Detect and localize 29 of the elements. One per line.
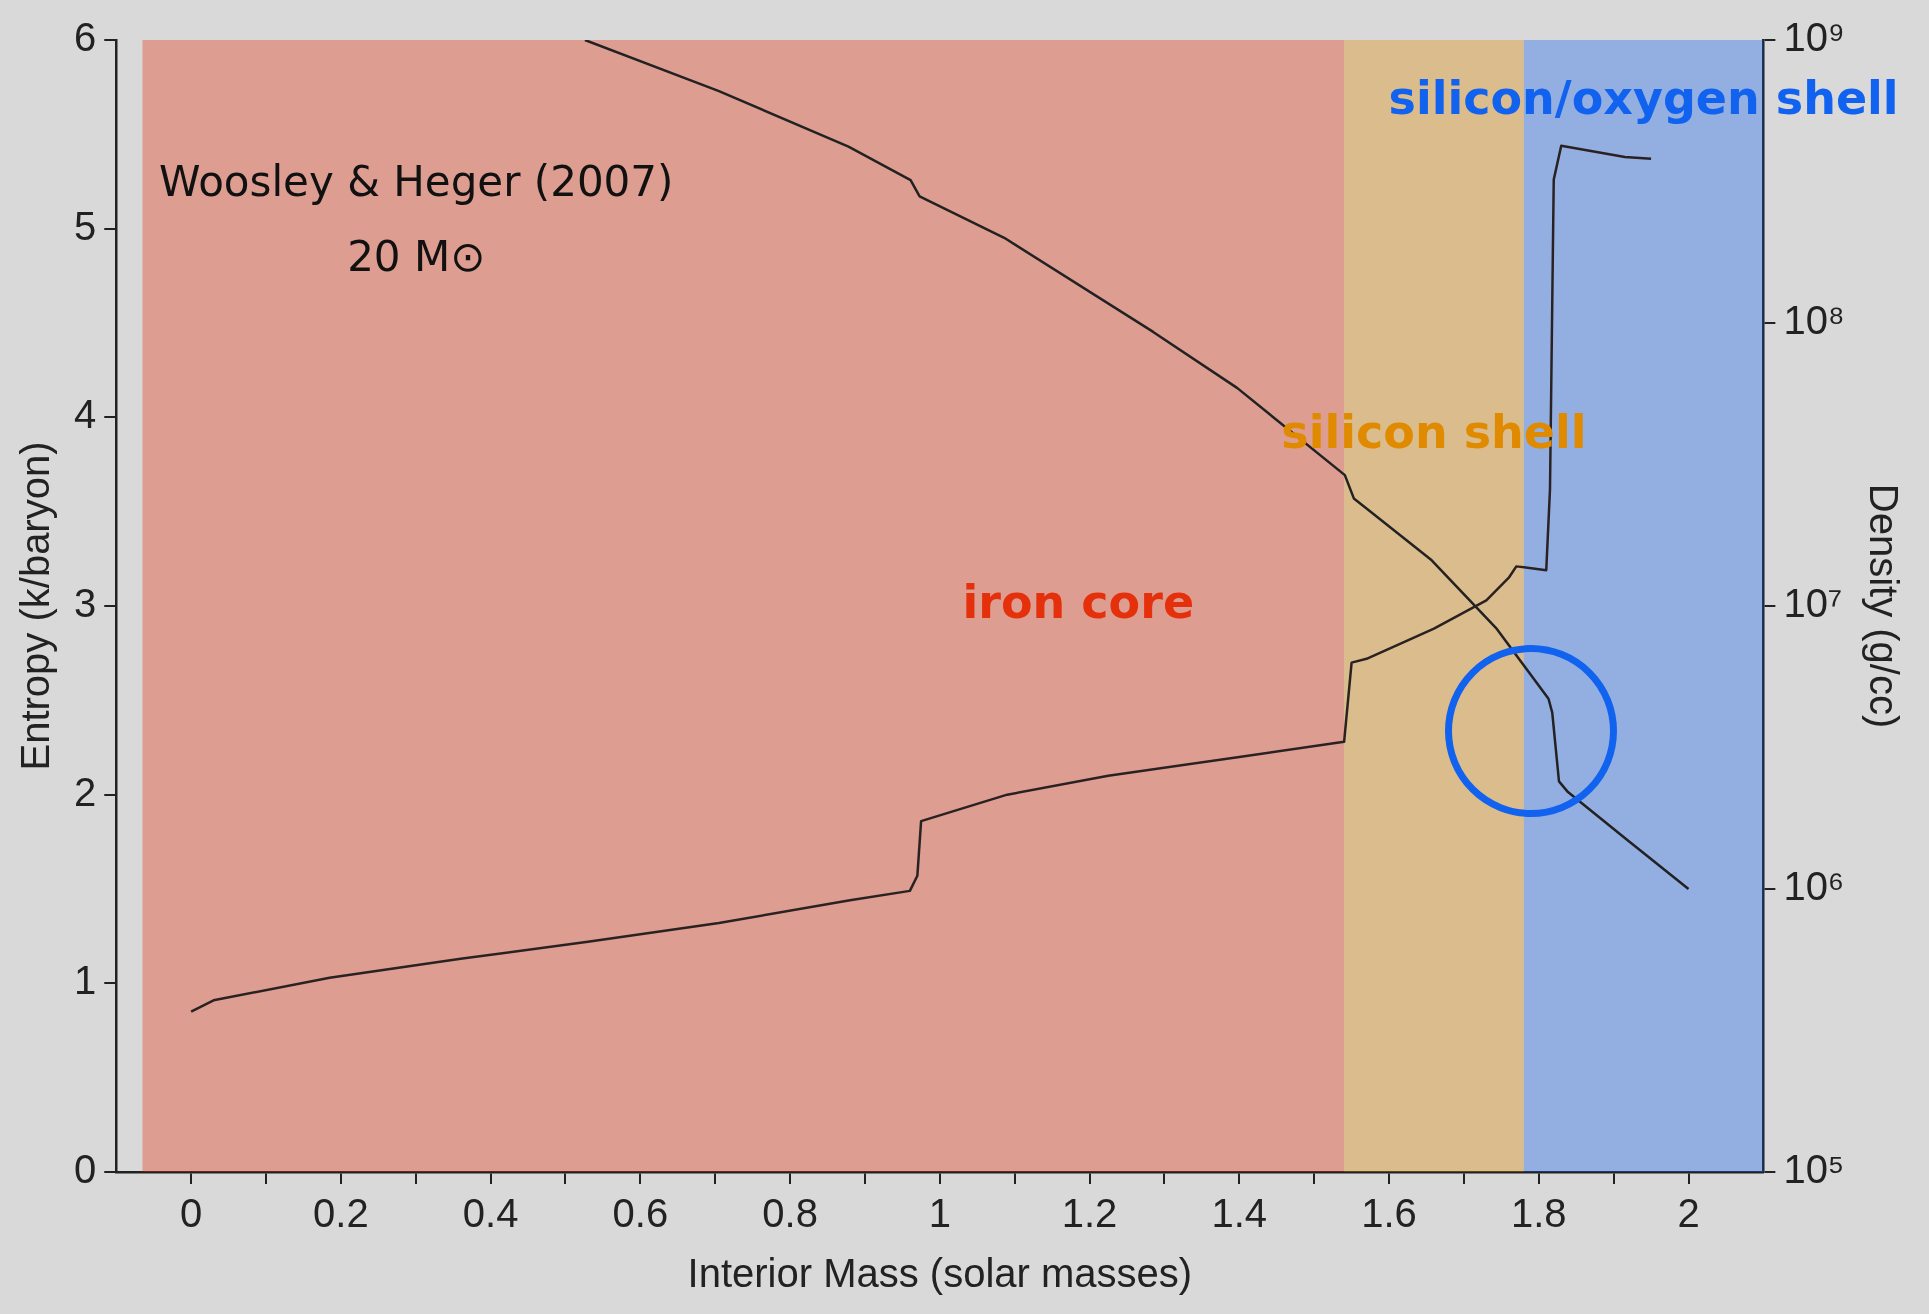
- y-tick-label: 5: [74, 203, 97, 248]
- y-tick-label: 4: [74, 392, 97, 437]
- annotation: Woosley & Heger (2007): [159, 156, 674, 206]
- y-axis-title: Entropy (k/baryon): [13, 441, 58, 771]
- x-tick-label: 1.6: [1361, 1191, 1417, 1236]
- y2-axis-title: Density (g/cc): [1861, 483, 1906, 729]
- y2-tick-label: 10⁷: [1783, 581, 1843, 626]
- x-tick-label: 1.4: [1211, 1191, 1268, 1236]
- x-tick-label: 0.2: [313, 1191, 369, 1236]
- y2-tick-label: 10⁹: [1783, 15, 1845, 60]
- x-axis-title: Interior Mass (solar masses): [687, 1251, 1193, 1296]
- x-tick-label: 1: [928, 1191, 951, 1236]
- y-tick-label: 3: [74, 581, 97, 626]
- y2-tick-label: 10⁶: [1783, 864, 1845, 909]
- y-tick-label: 2: [74, 769, 97, 814]
- x-tick-label: 0.4: [462, 1191, 519, 1236]
- x-tick-label: 0.8: [762, 1191, 818, 1236]
- band-label: iron core: [962, 574, 1195, 629]
- y2-tick-label: 10⁸: [1783, 298, 1845, 343]
- x-tick-label: 0: [179, 1191, 203, 1236]
- x-tick-label: 0.6: [612, 1191, 669, 1236]
- x-tick-label: 1.2: [1061, 1191, 1118, 1236]
- y-tick-label: 1: [74, 958, 97, 1003]
- y-tick-label: 6: [74, 15, 97, 60]
- annotation: 20 M⊙: [347, 231, 486, 281]
- x-tick-label: 1.8: [1510, 1191, 1567, 1236]
- y-tick-label: 0: [74, 1147, 97, 1192]
- x-tick-label: 2: [1677, 1191, 1700, 1236]
- y2-tick-label: 10⁵: [1783, 1147, 1845, 1192]
